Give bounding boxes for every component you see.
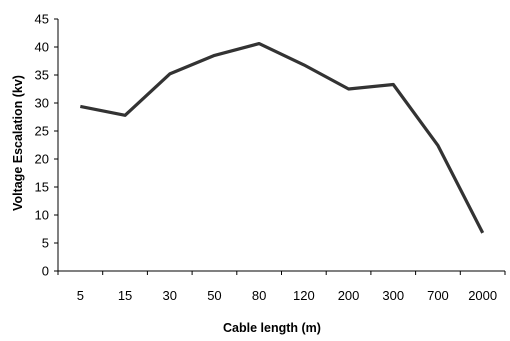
series-line	[79, 41, 485, 234]
y-axis-ticks: 0 5 10 15 20 25 30 35 40 45	[35, 12, 58, 279]
x-tick-label: 200	[338, 288, 360, 303]
x-tick-label: 2000	[468, 288, 497, 303]
x-tick-label: 80	[252, 288, 266, 303]
x-axis-title: Cable length (m)	[223, 321, 321, 335]
x-tick-label: 120	[293, 288, 315, 303]
series-group	[79, 41, 485, 234]
x-tick-label: 5	[77, 288, 84, 303]
y-tick-label: 0	[42, 264, 49, 279]
x-tick-label: 50	[207, 288, 221, 303]
x-tick-label: 30	[163, 288, 177, 303]
x-tick-label: 15	[118, 288, 132, 303]
x-tick-label: 300	[382, 288, 404, 303]
x-axis-ticks: 5 15 30 50 80 120 200 300 700 2000	[57, 271, 506, 303]
y-tick-label: 20	[35, 152, 49, 167]
y-tick-label: 15	[35, 180, 49, 195]
y-tick-label: 25	[35, 124, 49, 139]
y-tick-label: 10	[35, 208, 49, 223]
y-tick-label: 40	[35, 40, 49, 55]
x-tick-label: 700	[427, 288, 449, 303]
y-tick-label: 5	[42, 236, 49, 251]
y-tick-label: 45	[35, 12, 49, 27]
y-tick-label: 30	[35, 96, 49, 111]
y-axis-title: Voltage Escalation (kv)	[11, 75, 25, 211]
y-tick-label: 35	[35, 68, 49, 83]
